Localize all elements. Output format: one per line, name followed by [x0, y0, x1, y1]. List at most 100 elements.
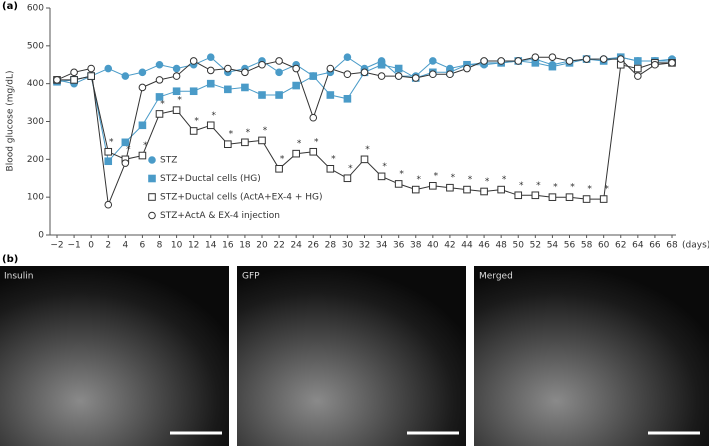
- data-point: [531, 191, 540, 200]
- data-point: [104, 64, 113, 73]
- panel-label: (a): [2, 1, 18, 12]
- x-tick-label: 38: [410, 241, 422, 251]
- legend-marker: [148, 156, 156, 164]
- image-label: Insulin: [4, 272, 33, 282]
- significance-label: *: [160, 99, 165, 109]
- data-point: [292, 149, 300, 158]
- x-tick-label: −2: [50, 241, 63, 251]
- data-point: [292, 64, 300, 73]
- data-point: [258, 136, 266, 145]
- significance-label: *: [348, 164, 353, 174]
- significance-label: *: [177, 96, 182, 106]
- x-tick-label: 8: [157, 241, 163, 251]
- x-tick-label: 32: [359, 241, 370, 251]
- data-point: [258, 91, 266, 99]
- data-point: [155, 60, 164, 69]
- x-tick-label: 28: [325, 241, 337, 251]
- legend-label: STZ+Ductal cells (HG): [160, 174, 261, 184]
- significance-label: *: [451, 173, 456, 183]
- data-point: [326, 164, 335, 173]
- x-tick-label: 18: [239, 241, 251, 251]
- significance-label: *: [417, 175, 422, 185]
- data-point: [87, 72, 95, 80]
- data-point: [548, 193, 557, 201]
- x-tick-label: 0: [88, 241, 94, 251]
- data-point: [138, 151, 147, 160]
- data-point: [172, 106, 181, 114]
- x-tick-label: 52: [530, 241, 541, 251]
- data-point: [309, 147, 318, 156]
- significance-label: *: [553, 183, 558, 193]
- data-point: [70, 76, 78, 84]
- data-point: [411, 74, 420, 82]
- data-point: [241, 83, 249, 92]
- data-point: [343, 53, 352, 61]
- data-point: [138, 83, 147, 92]
- x-tick-label: −1: [67, 241, 80, 251]
- data-point: [121, 72, 130, 80]
- data-point: [155, 76, 164, 84]
- data-point: [155, 110, 164, 118]
- significance-label: *: [229, 130, 234, 140]
- data-point: [497, 57, 505, 65]
- data-point: [599, 195, 608, 203]
- data-point: [548, 62, 557, 71]
- data-point: [343, 70, 352, 79]
- image-panel: GFP: [237, 266, 466, 446]
- significance-label: *: [331, 154, 336, 164]
- significance-label: *: [570, 183, 575, 193]
- significance-label: *: [246, 128, 251, 138]
- x-tick-label: 56: [564, 241, 576, 251]
- significance-label: *: [382, 162, 387, 172]
- data-point: [377, 60, 386, 69]
- data-point: [634, 64, 642, 73]
- x-tick-label: 26: [308, 241, 320, 251]
- x-tick-label: 62: [615, 241, 626, 251]
- y-tick-label: 400: [27, 79, 44, 89]
- significance-label: *: [399, 169, 404, 179]
- x-tick-label: 44: [461, 241, 473, 251]
- significance-label: *: [485, 177, 490, 187]
- micrograph: [474, 266, 709, 446]
- data-point: [241, 138, 249, 147]
- significance-label: *: [434, 171, 439, 181]
- y-tick-label: 100: [27, 193, 44, 203]
- data-point: [224, 64, 232, 73]
- data-point: [104, 200, 113, 209]
- data-point: [224, 140, 232, 148]
- x-tick-label: 64: [632, 241, 644, 251]
- data-point: [189, 57, 198, 65]
- data-point: [394, 72, 403, 80]
- data-point: [104, 157, 113, 166]
- x-tick-label: 4: [122, 241, 128, 251]
- data-point: [514, 191, 523, 200]
- data-point: [104, 147, 113, 156]
- data-point: [463, 64, 471, 73]
- data-point: [275, 57, 283, 65]
- legend-label: STZ: [160, 156, 177, 166]
- x-tick-label: 58: [581, 241, 593, 251]
- data-point: [599, 55, 608, 63]
- data-point: [343, 174, 352, 183]
- legend-label: STZ+Ductal cells (ActA+EX-4 + HG): [160, 193, 323, 203]
- data-point: [446, 70, 454, 79]
- x-tick-label: 12: [188, 241, 199, 251]
- legend-marker: [148, 193, 156, 201]
- data-point: [155, 93, 164, 101]
- y-axis-label: Blood glucose (mg/dL): [6, 71, 16, 172]
- significance-label: *: [109, 137, 114, 147]
- data-point: [258, 60, 266, 69]
- data-point: [565, 57, 574, 65]
- significance-label: *: [502, 175, 507, 185]
- data-point: [480, 57, 488, 65]
- data-point: [497, 185, 505, 194]
- data-point: [275, 164, 283, 173]
- x-tick-label: 68: [666, 241, 678, 251]
- panel-label: (b): [2, 254, 18, 265]
- significance-label: *: [314, 137, 319, 147]
- data-point: [582, 195, 591, 203]
- data-point: [582, 55, 591, 63]
- y-tick-label: 600: [27, 4, 44, 14]
- data-point: [377, 172, 386, 181]
- x-tick-label: 10: [171, 241, 183, 251]
